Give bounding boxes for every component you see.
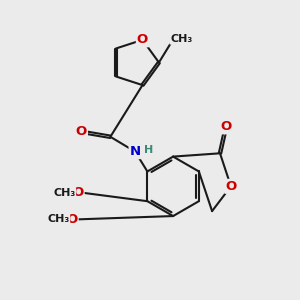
Text: O: O: [72, 186, 84, 200]
Text: CH₃: CH₃: [53, 188, 75, 198]
Text: O: O: [137, 33, 148, 46]
Text: O: O: [76, 125, 87, 138]
Text: H: H: [144, 145, 153, 155]
Text: N: N: [130, 145, 141, 158]
Text: CH₃: CH₃: [47, 214, 69, 224]
Text: O: O: [66, 213, 78, 226]
Text: CH₃: CH₃: [170, 34, 193, 44]
Text: O: O: [220, 120, 232, 134]
Text: O: O: [225, 180, 236, 193]
